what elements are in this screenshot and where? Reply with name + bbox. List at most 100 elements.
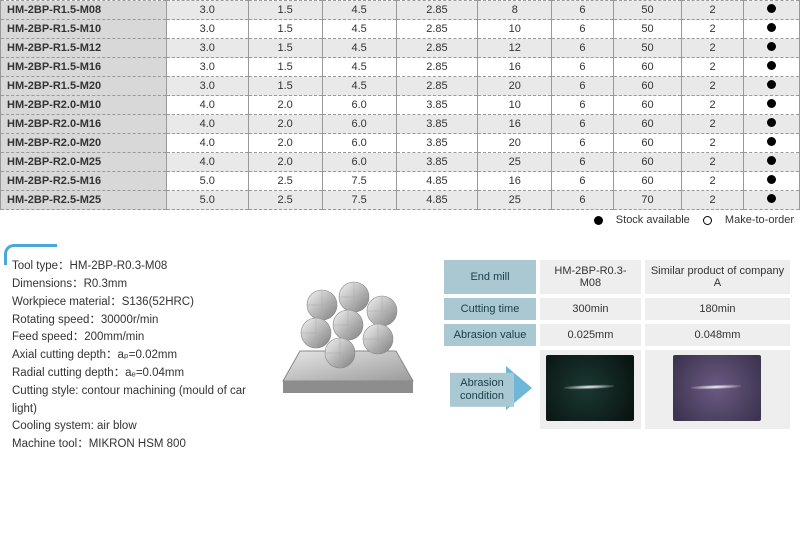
- value-cell: 2.0: [248, 96, 322, 115]
- value-cell: 3.0: [166, 77, 248, 96]
- value-cell: 4.5: [322, 39, 396, 58]
- value-cell: 3.0: [166, 39, 248, 58]
- spec-line: Rotating speed：30000r/min: [12, 312, 260, 330]
- value-cell: 2.0: [248, 115, 322, 134]
- cmp-cutting-1: 300min: [540, 298, 641, 320]
- value-cell: 4.0: [166, 153, 248, 172]
- workpiece-photo: [278, 248, 428, 398]
- value-cell: 6: [552, 77, 613, 96]
- product-code-cell: HM-2BP-R1.5-M16: [1, 58, 167, 77]
- stock-dot-icon: [767, 80, 776, 89]
- table-row: HM-2BP-R2.0-M164.02.06.03.85166602: [1, 115, 800, 134]
- value-cell: 2: [682, 115, 743, 134]
- product-code-cell: HM-2BP-R1.5-M20: [1, 77, 167, 96]
- value-cell: 2.0: [248, 134, 322, 153]
- value-cell: 10: [478, 20, 552, 39]
- value-cell: 60: [613, 153, 682, 172]
- value-cell: 16: [478, 58, 552, 77]
- value-cell: 2: [682, 172, 743, 191]
- value-cell: 2: [682, 153, 743, 172]
- stock-dot-icon: [767, 175, 776, 184]
- comparison-table: End mill HM-2BP-R0.3-M08 Similar product…: [440, 256, 794, 433]
- value-cell: 4.0: [166, 134, 248, 153]
- value-cell: [743, 96, 799, 115]
- value-cell: 6: [552, 58, 613, 77]
- product-code-cell: HM-2BP-R1.5-M08: [1, 1, 167, 20]
- cmp-cutting-2: 180min: [645, 298, 790, 320]
- bottom-section: Tool type：HM-2BP-R0.3-M08Dimensions：R0.3…: [0, 240, 800, 456]
- spec-line: Dimensions：R0.3mm: [12, 276, 260, 294]
- value-cell: 6.0: [322, 153, 396, 172]
- spec-line: Machine tool：MIKRON HSM 800: [12, 436, 260, 454]
- product-code-cell: HM-2BP-R2.0-M10: [1, 96, 167, 115]
- value-cell: 50: [613, 39, 682, 58]
- cmp-label-endmill: End mill: [444, 260, 536, 294]
- table-row: HM-2BP-R1.5-M203.01.54.52.85206602: [1, 77, 800, 96]
- cmp-label-abrasion-cond-cell: Abrasion condition: [444, 350, 536, 429]
- comparison-panel: End mill HM-2BP-R0.3-M08 Similar product…: [440, 248, 794, 456]
- value-cell: 20: [478, 77, 552, 96]
- value-cell: 6: [552, 191, 613, 210]
- value-cell: 2: [682, 20, 743, 39]
- value-cell: 7.5: [322, 172, 396, 191]
- value-cell: 1.5: [248, 58, 322, 77]
- legend-stock-label: Stock available: [616, 214, 690, 226]
- value-cell: 6: [552, 96, 613, 115]
- value-cell: 6: [552, 1, 613, 20]
- table-row: HM-2BP-R2.5-M255.02.57.54.85256702: [1, 191, 800, 210]
- spec-line: Axial cutting depth：aₚ=0.02mm: [12, 347, 260, 365]
- stock-dot-icon: [767, 194, 776, 203]
- value-cell: 6.0: [322, 115, 396, 134]
- value-cell: 6: [552, 172, 613, 191]
- value-cell: 4.5: [322, 1, 396, 20]
- value-cell: 60: [613, 115, 682, 134]
- value-cell: 6: [552, 20, 613, 39]
- value-cell: [743, 134, 799, 153]
- spec-line: Cutting style: contour machining (mould …: [12, 383, 260, 419]
- product-code-cell: HM-2BP-R1.5-M10: [1, 20, 167, 39]
- cmp-col1-header: HM-2BP-R0.3-M08: [540, 260, 641, 294]
- table-row: HM-2BP-R1.5-M163.01.54.52.85166602: [1, 58, 800, 77]
- value-cell: [743, 191, 799, 210]
- value-cell: 2: [682, 191, 743, 210]
- product-code-cell: HM-2BP-R2.5-M16: [1, 172, 167, 191]
- value-cell: 3.85: [396, 153, 478, 172]
- value-cell: [743, 58, 799, 77]
- value-cell: 6: [552, 134, 613, 153]
- value-cell: [743, 39, 799, 58]
- value-cell: 3.0: [166, 58, 248, 77]
- value-cell: 2.85: [396, 1, 478, 20]
- spec-line: Radial cutting depth：aₑ=0.04mm: [12, 365, 260, 383]
- value-cell: [743, 115, 799, 134]
- spec-line: Workpiece material：S136(52HRC): [12, 294, 260, 312]
- value-cell: 60: [613, 96, 682, 115]
- cmp-label-cutting: Cutting time: [444, 298, 536, 320]
- table-legend: Stock available Make-to-order: [0, 210, 800, 240]
- table-row: HM-2BP-R1.5-M103.01.54.52.85106502: [1, 20, 800, 39]
- value-cell: 10: [478, 96, 552, 115]
- value-cell: 1.5: [248, 77, 322, 96]
- value-cell: 3.85: [396, 134, 478, 153]
- value-cell: 2: [682, 77, 743, 96]
- value-cell: [743, 172, 799, 191]
- stock-dot-icon: [594, 216, 603, 225]
- stock-dot-icon: [767, 61, 776, 70]
- value-cell: 2.85: [396, 39, 478, 58]
- stock-dot-icon: [767, 23, 776, 32]
- value-cell: 16: [478, 115, 552, 134]
- stock-dot-icon: [767, 137, 776, 146]
- cmp-label-abrasion-value: Abrasion value: [444, 324, 536, 346]
- value-cell: [743, 153, 799, 172]
- value-cell: 4.85: [396, 172, 478, 191]
- value-cell: 5.0: [166, 172, 248, 191]
- value-cell: 60: [613, 134, 682, 153]
- value-cell: 6.0: [322, 96, 396, 115]
- value-cell: 2: [682, 1, 743, 20]
- table-row: HM-2BP-R2.0-M204.02.06.03.85206602: [1, 134, 800, 153]
- value-cell: 4.0: [166, 96, 248, 115]
- stock-dot-icon: [767, 4, 776, 13]
- value-cell: 2.85: [396, 58, 478, 77]
- product-code-cell: HM-2BP-R2.0-M25: [1, 153, 167, 172]
- value-cell: 25: [478, 191, 552, 210]
- value-cell: 2.85: [396, 20, 478, 39]
